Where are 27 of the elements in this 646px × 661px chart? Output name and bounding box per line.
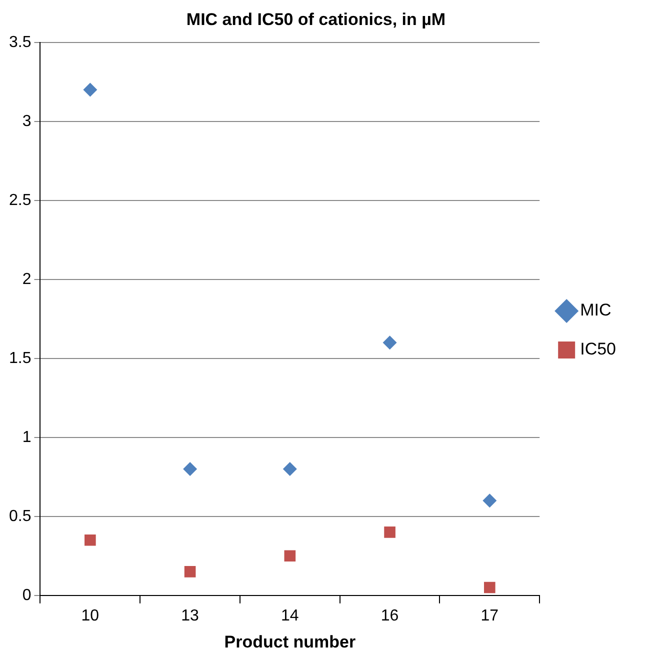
y-tick-label: 0.5 bbox=[8, 508, 32, 525]
y-tick-label: 1 bbox=[22, 428, 32, 446]
point bbox=[382, 336, 397, 350]
x-axis-title: Product number bbox=[224, 632, 356, 652]
point bbox=[83, 82, 98, 97]
point bbox=[282, 462, 297, 476]
point bbox=[284, 550, 296, 562]
y-tick-label: 2 bbox=[22, 270, 32, 288]
point bbox=[484, 582, 496, 594]
legend-label: IC50 bbox=[580, 340, 616, 359]
y-tick-label: 1.5 bbox=[8, 350, 32, 367]
point bbox=[84, 534, 96, 546]
y-tick-label: 3.5 bbox=[8, 34, 32, 51]
legend-label: MIC bbox=[580, 300, 612, 320]
y-tick-label: 2.5 bbox=[8, 192, 32, 209]
x-tick-label: 13 bbox=[181, 607, 200, 624]
x-tick-label: 10 bbox=[81, 607, 100, 624]
point bbox=[184, 566, 196, 578]
y-tick-label: 0 bbox=[22, 586, 32, 604]
y-tick-label: 3 bbox=[22, 112, 32, 130]
x-tick-label: 14 bbox=[281, 607, 299, 624]
point bbox=[384, 526, 396, 538]
point bbox=[482, 494, 497, 508]
chart-title: MIC and IC50 of cationics, in µM bbox=[186, 10, 446, 29]
x-tick-label: 16 bbox=[380, 607, 399, 624]
point bbox=[183, 462, 198, 476]
x-tick-label: 17 bbox=[480, 607, 499, 624]
